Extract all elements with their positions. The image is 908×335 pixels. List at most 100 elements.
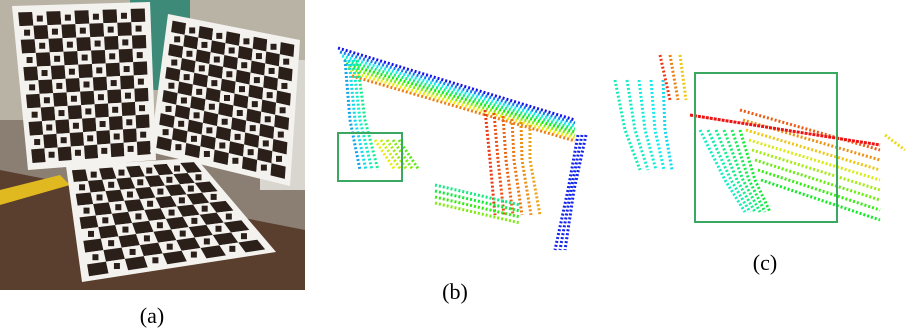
marker: [169, 210, 175, 216]
board-cell: [36, 52, 51, 66]
photo-panel: [0, 0, 305, 290]
marker: [184, 74, 190, 80]
board-cell: [93, 202, 112, 215]
marker: [140, 132, 146, 138]
board-cell: [78, 64, 93, 78]
board-cell: [82, 118, 96, 132]
marker: [102, 217, 108, 223]
board-cell: [31, 148, 45, 163]
marker: [88, 231, 94, 237]
board-cell: [46, 11, 61, 25]
board-cell: [49, 38, 64, 52]
scan-line: [555, 135, 578, 250]
marker: [276, 156, 282, 162]
board-cell: [109, 116, 123, 130]
marker: [24, 30, 30, 36]
board-cell: [76, 192, 93, 205]
board-cell: [122, 102, 136, 116]
point-cloud-c: [615, 55, 905, 220]
scan-line: [752, 150, 880, 190]
board-cell: [38, 79, 53, 93]
figure: (a) (b) (c): [0, 0, 908, 335]
board-cell: [43, 134, 57, 149]
marker: [39, 43, 45, 49]
panel-label: (a): [140, 303, 164, 328]
board-cell: [119, 49, 133, 63]
marker: [191, 218, 197, 224]
marker: [91, 172, 97, 178]
marker: [252, 101, 258, 107]
marker: [178, 121, 184, 127]
panel-label: (b): [442, 279, 468, 304]
marker: [157, 222, 163, 228]
marker: [115, 204, 121, 210]
marker: [27, 57, 33, 63]
marker: [108, 27, 114, 33]
scan-line: [746, 130, 880, 170]
marker: [211, 80, 217, 86]
marker: [92, 254, 98, 260]
scan-line: [749, 140, 880, 180]
scan-line: [348, 68, 575, 135]
marker: [108, 240, 114, 246]
marker: [84, 82, 90, 88]
marker: [219, 143, 225, 149]
scan-line: [530, 125, 540, 215]
board-cell: [80, 91, 94, 105]
marker: [96, 67, 102, 73]
marker: [191, 136, 197, 142]
marker: [137, 179, 143, 185]
scan-line: [663, 80, 672, 170]
marker: [118, 170, 124, 176]
marker: [226, 214, 232, 220]
board-cell: [91, 50, 106, 64]
marker: [139, 105, 145, 111]
marker: [157, 189, 163, 195]
marker: [163, 129, 169, 135]
marker: [61, 137, 67, 143]
marker: [188, 186, 194, 192]
scan-line: [761, 180, 880, 220]
scan-line: [512, 119, 522, 215]
marker: [263, 140, 269, 146]
marker: [179, 197, 185, 203]
marker: [283, 59, 289, 65]
board-cell: [123, 128, 137, 142]
scan-line: [346, 64, 575, 132]
board-cell: [131, 8, 146, 22]
point-cloud-b: [338, 48, 586, 250]
board-cell: [72, 169, 88, 182]
board-cell: [80, 216, 99, 230]
marker: [114, 263, 120, 269]
marker: [87, 135, 93, 141]
marker: [222, 119, 228, 125]
marker: [93, 14, 99, 20]
scan-line: [560, 135, 582, 250]
board-cell: [83, 239, 103, 253]
marker: [256, 53, 262, 59]
marker: [166, 106, 172, 112]
board-cell: [107, 89, 121, 103]
marker: [204, 238, 210, 244]
marker: [130, 249, 136, 255]
marker: [191, 252, 197, 258]
marker: [112, 107, 118, 113]
board-cell: [103, 9, 118, 23]
board-cell: [93, 77, 107, 91]
board-cell: [98, 225, 118, 239]
scan-line: [340, 52, 575, 123]
marker: [122, 39, 128, 45]
scan-line: [758, 170, 880, 210]
marker: [166, 177, 172, 183]
marker: [29, 84, 35, 90]
marker: [71, 96, 77, 102]
marker: [98, 94, 104, 100]
board-cell: [132, 35, 146, 49]
board-cell: [89, 23, 104, 37]
board-cell: [106, 63, 120, 77]
board-cell: [53, 92, 68, 106]
board-cell: [117, 22, 132, 36]
board-cell: [134, 88, 148, 102]
marker: [235, 134, 241, 140]
marker: [67, 42, 73, 48]
